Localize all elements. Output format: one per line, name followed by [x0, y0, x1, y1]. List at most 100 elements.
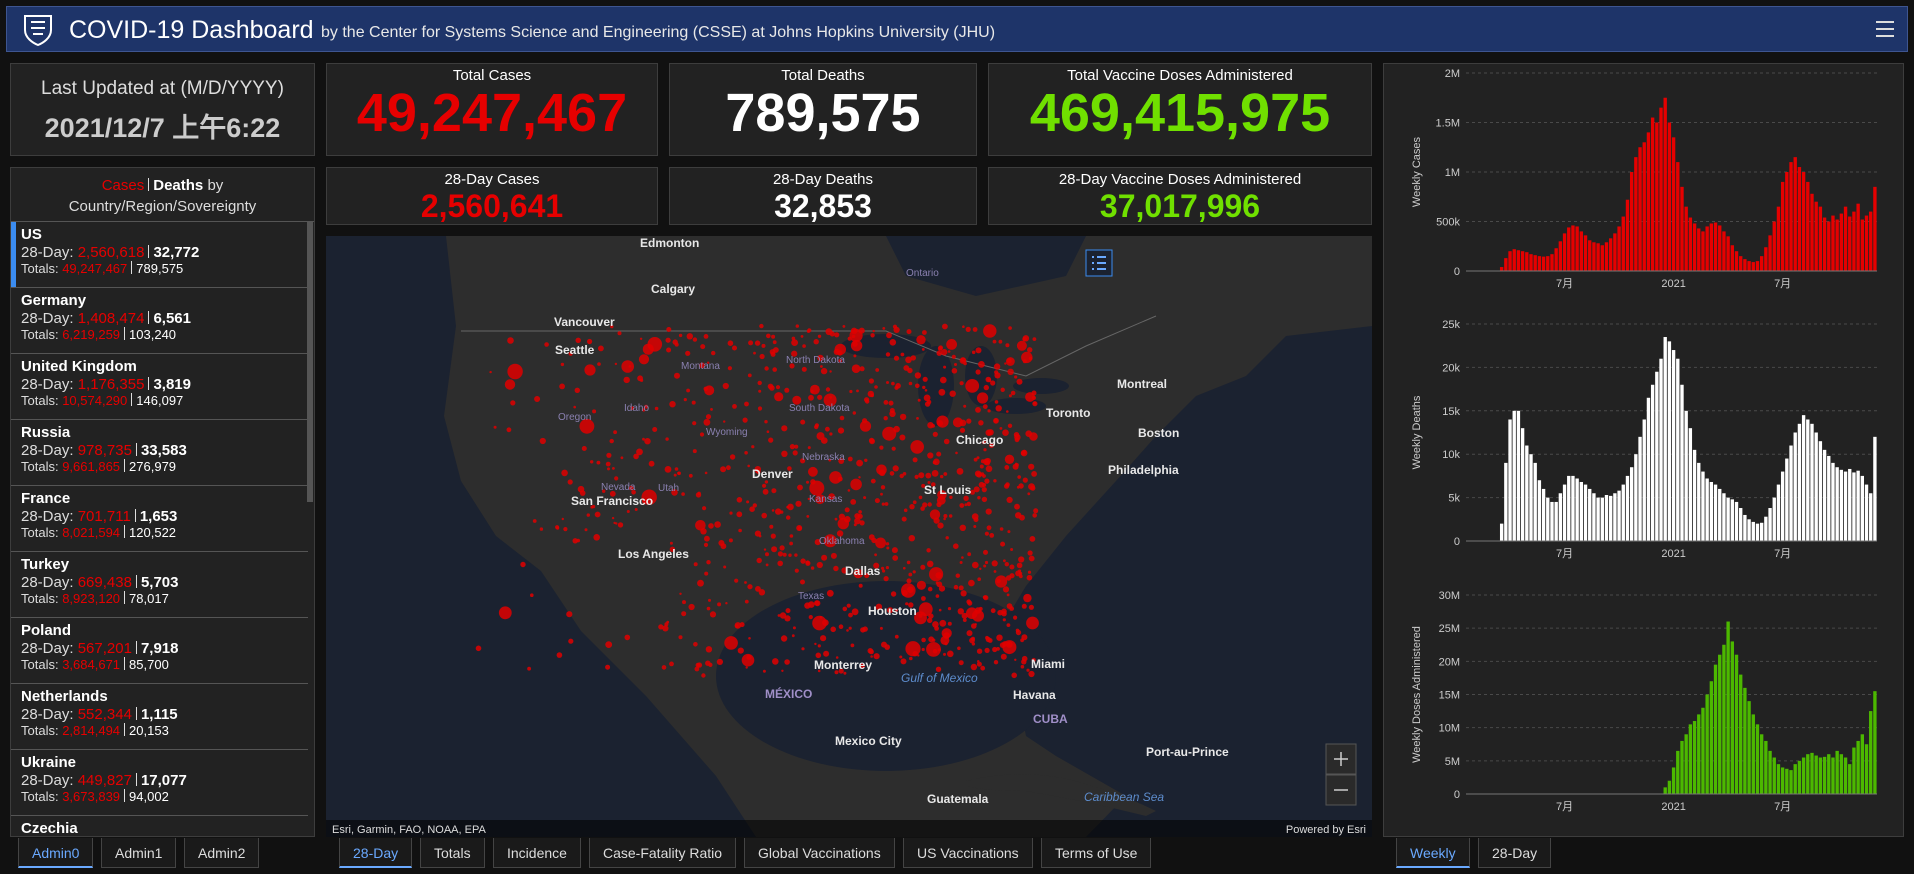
country-row[interactable]: Czechia — [11, 816, 308, 836]
case-dot — [708, 598, 711, 602]
bar — [1739, 508, 1743, 541]
case-dot — [609, 438, 614, 444]
case-dot — [936, 451, 942, 457]
map-label: Guatemala — [927, 792, 989, 806]
case-dot — [986, 525, 992, 531]
case-dot — [573, 405, 576, 409]
case-dot — [1012, 463, 1019, 470]
case-dot — [865, 399, 870, 404]
period-label: 28-Day: — [21, 376, 74, 393]
case-dot — [976, 648, 983, 654]
country-row[interactable]: Netherlands 28-Day: 552,344 1,115 Totals: 2… — [11, 684, 308, 750]
case-dot — [842, 325, 846, 328]
case-dot — [814, 600, 820, 606]
country-row[interactable]: Germany 28-Day: 1,408,474 6,561 Totals: 6,2… — [11, 288, 308, 354]
case-dot — [794, 568, 799, 573]
case-dot — [935, 581, 939, 585]
bar — [1688, 217, 1693, 271]
bar — [1692, 449, 1697, 541]
country-row[interactable]: US 28-Day: 2,560,618 32,772 Totals: 49,247,… — [11, 222, 308, 288]
period-label: 28-Day: — [21, 772, 74, 789]
tab[interactable]: Admin2 — [184, 838, 260, 868]
case-dot — [852, 411, 856, 415]
tab[interactable]: 28-Day — [1478, 838, 1552, 868]
bar — [1730, 641, 1734, 794]
tab[interactable]: Global Vaccinations — [744, 838, 895, 868]
tab[interactable]: Admin1 — [101, 838, 177, 868]
bar — [1609, 238, 1613, 271]
bar — [1533, 462, 1537, 541]
tab[interactable]: Incidence — [493, 838, 581, 868]
case-dot — [706, 560, 711, 565]
case-dot — [813, 339, 819, 345]
case-dot — [791, 339, 798, 346]
total-cases: 9,661,865 — [62, 459, 121, 474]
tab[interactable]: Terms of Use — [1041, 838, 1152, 868]
case-dot — [976, 661, 982, 667]
bar — [1726, 236, 1730, 271]
menu-button[interactable] — [1875, 20, 1895, 38]
country-row[interactable]: United Kingdom 28-Day: 1,176,355 3,819 Tota… — [11, 354, 308, 420]
case-dot — [900, 658, 907, 665]
bar — [1667, 122, 1672, 271]
bar — [1747, 701, 1751, 794]
case-dot — [912, 651, 918, 657]
map-label: Wyoming — [706, 427, 748, 438]
case-dot — [822, 619, 829, 626]
tab[interactable]: 28-Day — [339, 838, 413, 868]
case-dot — [759, 353, 765, 360]
bar — [1499, 267, 1504, 271]
case-dot — [707, 361, 710, 364]
case-dot — [605, 664, 611, 670]
map-label: Port-au-Prince — [1146, 745, 1229, 759]
separator — [124, 459, 126, 472]
case-dot — [968, 579, 975, 587]
tab[interactable]: US Vaccinations — [903, 838, 1033, 868]
bar — [1768, 750, 1772, 794]
case-dot — [794, 444, 799, 449]
case-dot — [917, 398, 921, 402]
case-dot — [766, 333, 771, 339]
country-row[interactable]: France 28-Day: 701,711 1,653 Totals: 8,021,… — [11, 486, 308, 552]
case-dot — [883, 400, 889, 405]
last-updated-value: 2021/12/7 上午6:22 — [44, 113, 281, 143]
case-dot — [889, 339, 897, 346]
map-label: Havana — [1013, 688, 1056, 702]
case-dot — [963, 404, 967, 408]
bar — [1663, 97, 1667, 271]
case-dot — [966, 418, 972, 424]
scrollbar[interactable] — [307, 222, 313, 502]
case-dot — [572, 538, 578, 544]
bar — [1676, 750, 1680, 794]
map[interactable]: Edmonton Calgary Vancouver Seattle Ontario Mo… — [326, 236, 1372, 837]
case-dot — [747, 584, 753, 590]
period-cases: 669,438 — [77, 574, 132, 591]
case-dot — [881, 502, 885, 506]
y-axis-title: Weekly Cases — [1411, 136, 1423, 207]
case-dot — [779, 612, 787, 619]
country-name: Netherlands — [21, 688, 108, 705]
case-dot — [762, 488, 769, 495]
tab[interactable]: Admin0 — [18, 838, 94, 868]
case-dot — [910, 355, 916, 361]
tab[interactable]: Weekly — [1396, 838, 1470, 868]
case-dot — [789, 541, 793, 546]
case-dot — [883, 576, 889, 582]
country-row[interactable]: Russia 28-Day: 978,735 33,583 Totals: 9,661… — [11, 420, 308, 486]
country-row[interactable]: Poland 28-Day: 567,201 7,918 Totals: 3,684,… — [11, 618, 308, 684]
country-row[interactable]: Turkey 28-Day: 669,438 5,703 Totals: 8,923,… — [11, 552, 308, 618]
country-row[interactable]: Ukraine 28-Day: 449,827 17,077 Totals: 3,67… — [11, 750, 308, 816]
tab[interactable]: Totals — [420, 838, 485, 868]
case-dot — [574, 387, 580, 393]
tab[interactable]: Case-Fatality Ratio — [589, 838, 737, 868]
case-dot — [872, 329, 875, 333]
case-dot — [893, 355, 900, 361]
legend-button[interactable] — [1085, 249, 1113, 277]
case-dot — [539, 527, 544, 531]
country-name: Poland — [21, 622, 72, 639]
case-dot — [892, 555, 899, 561]
bar — [1827, 455, 1831, 541]
bar — [1806, 419, 1810, 541]
period-cases: 701,711 — [77, 508, 131, 525]
case-dot — [1020, 664, 1025, 669]
